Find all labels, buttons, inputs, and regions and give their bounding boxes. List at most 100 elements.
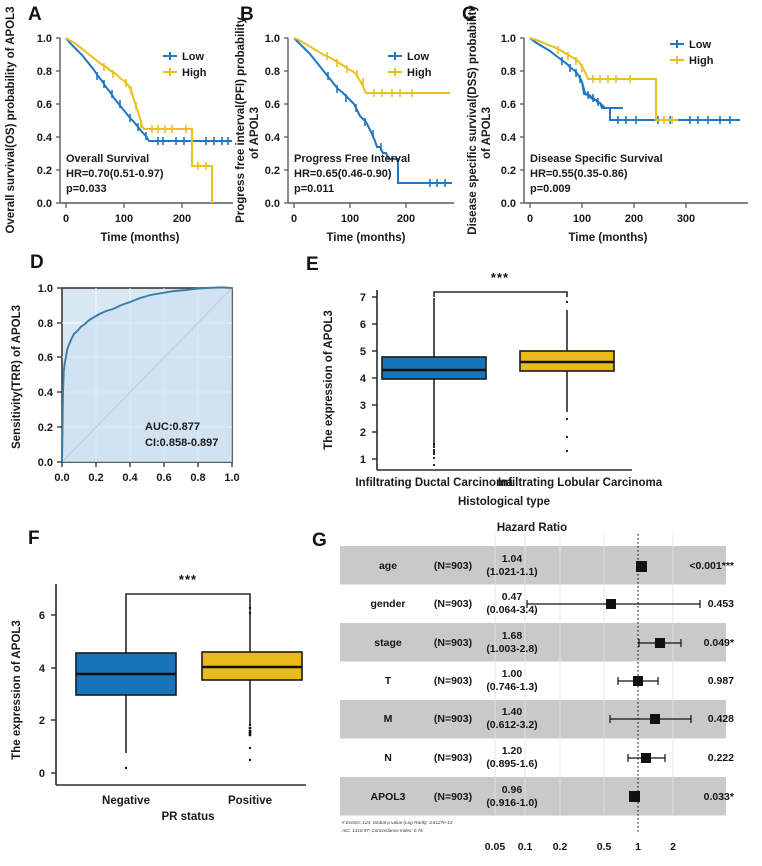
km-high-curve bbox=[293, 37, 450, 94]
legend-label-low: Low bbox=[407, 51, 429, 63]
y-tick-4: 0.8 bbox=[265, 66, 280, 78]
significance-bracket: *** bbox=[125, 572, 251, 602]
y-tick-4: 0.8 bbox=[37, 66, 52, 78]
box-positive bbox=[201, 602, 303, 762]
y-axis-title: Sensitivity(TRR) of APOL3 bbox=[11, 305, 23, 449]
forest-row-gender: gender (N=903) 0.47 (0.064-3.4) 0.453 bbox=[370, 591, 734, 616]
category-label-1: Infiltrating Lobular Carcinoma bbox=[498, 477, 663, 489]
x-tick-3: 0.5 bbox=[597, 841, 612, 853]
row-hr: 0.47 bbox=[502, 591, 523, 603]
y-tick-1: 0.2 bbox=[37, 165, 52, 177]
category-label-0: Negative bbox=[102, 795, 150, 807]
y-tick-3: 3 bbox=[360, 400, 366, 412]
km-high-censors bbox=[557, 46, 673, 124]
y-tick-3: 0.6 bbox=[38, 352, 53, 364]
km-low-censors bbox=[96, 72, 229, 145]
forest-row-apol3: APOL3 (N=903) 0.96 (0.916-1.0) 0.033* bbox=[370, 784, 734, 809]
panel-g-chart: Hazard Ratio age (N=903) 1.04 (1.021-1.1… bbox=[340, 522, 735, 853]
km-high-censors bbox=[326, 52, 413, 97]
row-n: (N=903) bbox=[434, 560, 472, 572]
forest-row-age: age (N=903) 1.04 (1.021-1.1) <0.001*** bbox=[379, 553, 735, 578]
y-tick-1: 0.2 bbox=[501, 165, 516, 177]
box-lobular bbox=[519, 300, 615, 453]
row-variable: age bbox=[379, 560, 397, 572]
y-tick-2: 4 bbox=[39, 663, 46, 675]
row-n: (N=903) bbox=[434, 713, 472, 725]
row-hr: 1.68 bbox=[502, 630, 523, 642]
x-tick-0: 0.05 bbox=[485, 841, 506, 853]
km-high-censors bbox=[103, 63, 207, 170]
x-axis-title: PR status bbox=[161, 811, 214, 823]
row-ci: (0.895-1.6) bbox=[486, 758, 537, 770]
y-tick-3: 0.6 bbox=[265, 99, 280, 111]
row-hr: 1.40 bbox=[502, 706, 523, 718]
y-ticks: 0 2 4 6 bbox=[39, 610, 56, 780]
y-tick-0: 0.0 bbox=[501, 198, 516, 210]
annot-line-2: p=0.033 bbox=[66, 183, 107, 195]
x-axis-title: Time (months) bbox=[100, 232, 179, 244]
x-ticks: 0 100 200 bbox=[63, 203, 191, 225]
significance-stars: *** bbox=[179, 572, 197, 587]
row-variable: T bbox=[385, 675, 392, 687]
y-tick-0: 0.0 bbox=[265, 198, 280, 210]
significance-stars: *** bbox=[491, 270, 509, 285]
annot-line-0: Overall Survival bbox=[66, 153, 149, 165]
roc-curve bbox=[61, 286, 233, 463]
row-point-estimate bbox=[641, 753, 651, 763]
y-axis-title: The expression of APOL3 bbox=[323, 310, 335, 450]
y-tick-5: 1.0 bbox=[38, 283, 53, 295]
y-axis-title-line1: Progress free interval(PFI) probability bbox=[235, 17, 247, 223]
y-tick-0: 0.0 bbox=[38, 457, 53, 469]
row-hr: 1.00 bbox=[502, 668, 523, 680]
panel-e-chart: 1 2 3 4 5 6 7 The expression of APOL3 **… bbox=[323, 270, 663, 508]
row-p: 0.222 bbox=[708, 752, 734, 764]
x-ticks: 0 100 200 300 bbox=[527, 203, 695, 225]
row-ci: (0.612-3.2) bbox=[486, 719, 537, 731]
y-tick-5: 5 bbox=[360, 346, 366, 358]
panel-g: G Hazard Ratio age (N=903) 1.04 (1.021-1… bbox=[310, 516, 762, 866]
y-tick-2: 0.4 bbox=[265, 132, 281, 144]
row-p: 0.453 bbox=[708, 598, 734, 610]
panel-c: C 0.0 0.2 0.4 0.6 0.8 1.0 0 100 200 300 bbox=[458, 0, 762, 250]
x-tick-2: 0.2 bbox=[553, 841, 568, 853]
row-ci: (0.064-3.4) bbox=[486, 604, 537, 616]
y-tick-3: 6 bbox=[39, 610, 45, 622]
x-tick-4: 0.8 bbox=[190, 472, 205, 484]
y-tick-3: 0.6 bbox=[501, 99, 516, 111]
panel-b: B 0.0 0.2 0.4 0.6 0.8 1.0 0 100 200 Time… bbox=[232, 0, 464, 250]
outliers bbox=[565, 300, 569, 453]
x-tick-0: 0 bbox=[63, 213, 69, 225]
legend-label-high: High bbox=[689, 55, 714, 67]
forest-row-t: T (N=903) 1.00 (0.746-1.3) 0.987 bbox=[385, 668, 734, 693]
box-rect bbox=[381, 356, 487, 380]
row-bands bbox=[340, 546, 726, 816]
annot-line-1: HR=0.55(0.35-0.86) bbox=[530, 168, 628, 180]
x-tick-1: 0.1 bbox=[518, 841, 533, 853]
row-ci: (1.003-2.8) bbox=[486, 643, 537, 655]
x-axis-title: Time (months) bbox=[568, 232, 647, 244]
panel-b-label: B bbox=[240, 4, 254, 25]
y-ticks: 0.0 0.2 0.4 0.6 0.8 1.0 bbox=[265, 33, 288, 210]
y-tick-4: 0.8 bbox=[38, 318, 53, 330]
row-n: (N=903) bbox=[434, 675, 472, 687]
y-axis-title: The expression of APOL3 bbox=[11, 620, 23, 760]
y-ticks: 1 2 3 4 5 6 7 bbox=[360, 292, 377, 466]
panel-c-annotation: Disease Specific Survival HR=0.55(0.35-0… bbox=[530, 153, 663, 195]
outliers bbox=[248, 606, 252, 762]
y-ticks: 0.0 0.2 0.4 0.6 0.8 1.0 bbox=[38, 283, 62, 469]
y-tick-2: 0.4 bbox=[37, 132, 53, 144]
panel-d-annotation: AUC:0.877 CI:0.858-0.897 bbox=[145, 421, 218, 449]
row-hr: 1.20 bbox=[502, 745, 523, 757]
panel-b-annotation: Progress Free Interval HR=0.65(0.46-0.90… bbox=[294, 153, 410, 195]
footnote-line-2: AIC: 1310.97; Concordance Index: 0.76 bbox=[341, 828, 423, 833]
y-ticks: 0.0 0.2 0.4 0.6 0.8 1.0 bbox=[37, 33, 60, 210]
x-ticks: 0.0 0.2 0.4 0.6 0.8 1.0 bbox=[54, 462, 240, 484]
y-tick-2: 2 bbox=[360, 427, 366, 439]
panel-f: F 0 2 4 6 The expression of APOL3 *** bbox=[0, 522, 312, 866]
panel-f-label: F bbox=[28, 528, 40, 549]
x-tick-4: 1 bbox=[635, 841, 641, 853]
x-tick-3: 0.6 bbox=[156, 472, 171, 484]
box-ductal bbox=[381, 298, 487, 467]
row-variable: N bbox=[384, 752, 392, 764]
x-tick-0: 0 bbox=[291, 213, 297, 225]
